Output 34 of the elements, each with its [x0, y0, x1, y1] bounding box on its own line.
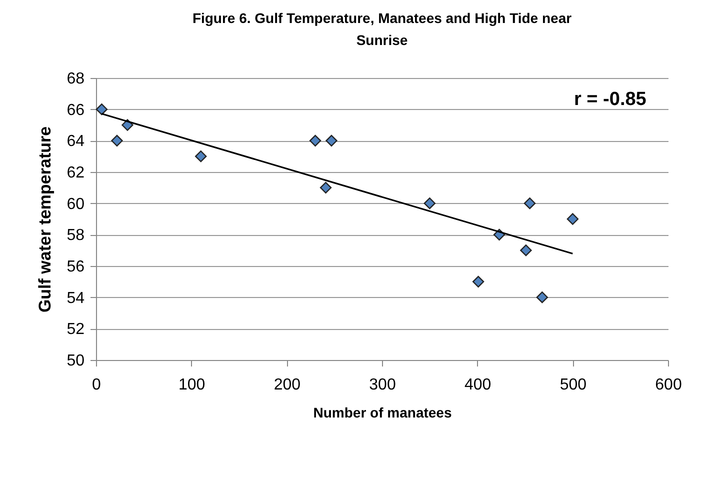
point: [195, 150, 207, 162]
point: [566, 213, 579, 225]
y-tick-label: 56: [66, 258, 85, 276]
chart-title: Figure 6. Gulf Temperature, Manatees and High Tide near Sunrise: [192, 10, 572, 48]
y-tick-label: 58: [66, 227, 85, 244]
point: [122, 119, 134, 131]
point: [111, 134, 123, 147]
point: [96, 103, 108, 116]
y-tick-label: 60: [66, 196, 85, 213]
x-tick-label: 600: [655, 376, 682, 394]
x-tick-label: 200: [274, 376, 301, 394]
point: [472, 276, 484, 288]
point: [424, 197, 436, 210]
x-tick-label: 100: [178, 376, 206, 394]
y-tick-label: 54: [66, 290, 85, 307]
y-tick-label: 62: [66, 164, 85, 182]
y-tick-label: 68: [66, 70, 85, 88]
point: [520, 244, 532, 256]
point: [326, 134, 338, 147]
y-axis-title: Gulf water temperature: [36, 126, 55, 313]
point: [309, 134, 322, 147]
point: [524, 197, 536, 210]
annotation: r = -0.85: [574, 89, 647, 110]
point: [320, 182, 332, 194]
y-tick-label: 50: [66, 352, 85, 370]
x-tick-label: 400: [464, 376, 492, 394]
x-axis-title: Number of manatees: [313, 404, 452, 420]
y-tick-label: 52: [66, 321, 85, 338]
y-tick-label: 66: [66, 102, 85, 119]
point: [536, 291, 548, 304]
x-tick-label: 0: [92, 376, 102, 394]
y-tick-label: 64: [66, 133, 85, 150]
x-tick-label: 300: [369, 376, 396, 394]
x-tick-label: 500: [560, 376, 587, 394]
